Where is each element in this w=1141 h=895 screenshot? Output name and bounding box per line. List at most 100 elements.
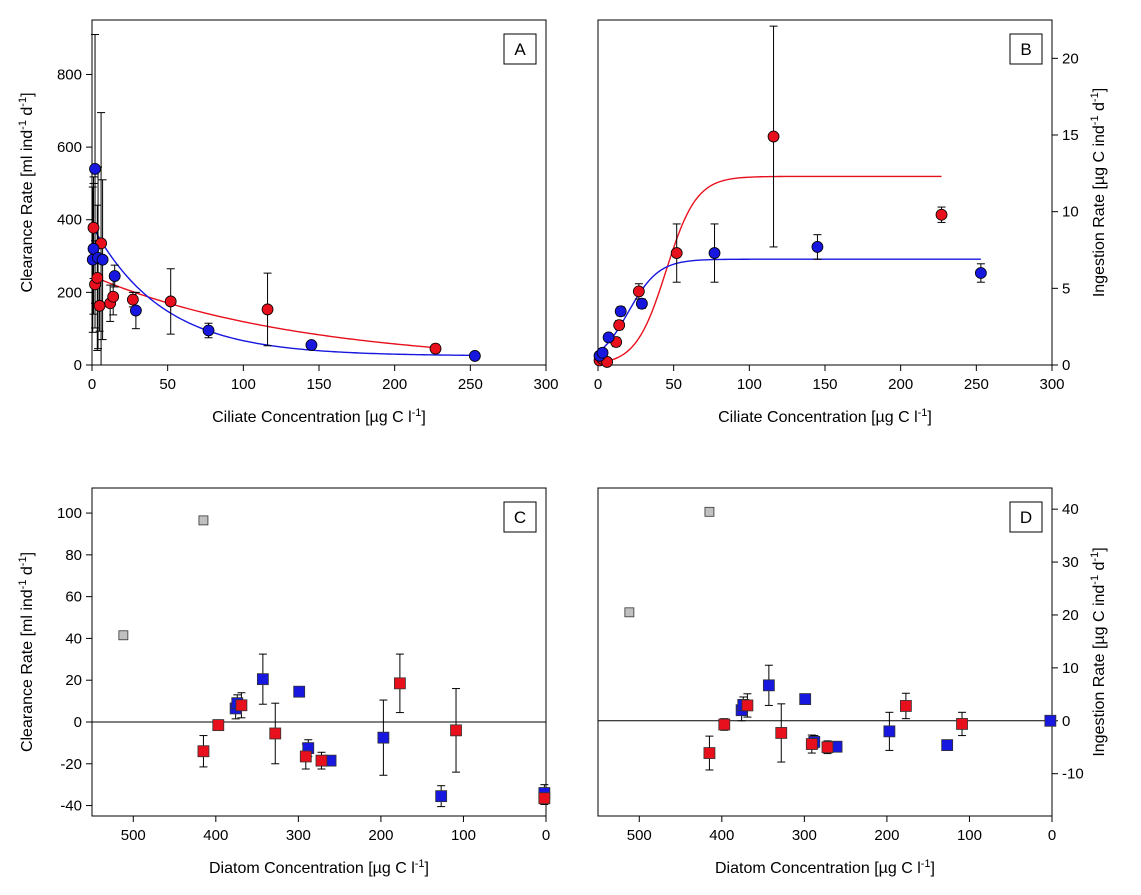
y-axis-label: Clearance Rate [ml ind-1 d-1] — [17, 92, 36, 292]
y-tick-label: 20 — [65, 672, 82, 689]
data-point — [269, 727, 282, 740]
plot-frame — [597, 19, 1053, 366]
y-tick-label: 30 — [1062, 554, 1079, 571]
x-tick-label: 300 — [1039, 376, 1064, 393]
x-tick-label: 200 — [874, 827, 899, 844]
x-tick-label: 100 — [231, 376, 256, 393]
x-tick-label: 400 — [709, 827, 734, 844]
x-tick-label: 300 — [533, 376, 558, 393]
y-tick-label: 400 — [57, 212, 82, 229]
data-point — [602, 331, 615, 344]
panel-letter: C — [514, 508, 526, 527]
x-axis-label: Diatom Concentration [µg C l-1] — [715, 858, 935, 877]
data-point — [468, 350, 481, 362]
panel-d: 500 400 300 200 100 0 -10 0 10 20 30 40 Diatom Conce… — [597, 487, 1108, 877]
data-point — [538, 792, 551, 805]
data-point — [305, 339, 318, 351]
data-point — [596, 346, 609, 359]
data-point — [708, 247, 721, 259]
plot-frame — [597, 487, 1053, 817]
data-point — [799, 693, 812, 705]
y-tick-label: 10 — [1062, 204, 1079, 221]
data-point — [718, 718, 731, 731]
x-tick-label: 500 — [627, 827, 652, 844]
y-tick-label: 10 — [1062, 660, 1079, 677]
x-tick-label: 250 — [458, 376, 483, 393]
plot-frame — [91, 487, 547, 817]
data-point — [775, 727, 788, 739]
y-tick-label: -10 — [1062, 766, 1084, 783]
x-tick-label: 200 — [888, 376, 913, 393]
x-tick-label: 50 — [159, 376, 176, 393]
data-point — [935, 208, 948, 221]
y-tick-label: 20 — [1062, 50, 1079, 67]
data-point — [198, 515, 209, 526]
data-point — [87, 221, 100, 234]
x-tick-label: 100 — [737, 376, 762, 393]
data-point — [435, 790, 448, 803]
data-point — [91, 271, 104, 284]
y-tick-label: 0 — [1062, 357, 1070, 374]
y-tick-label: 40 — [65, 630, 82, 647]
fit-curve — [598, 175, 942, 364]
data-point — [118, 630, 129, 641]
y-axis-label: Clearance Rate [ml ind-1 d-1] — [17, 552, 36, 752]
data-point — [811, 241, 824, 253]
x-axis-label: Ciliate Concentration [µg C l-1] — [212, 407, 426, 426]
y-tick-label: 60 — [65, 589, 82, 606]
panel-b: 0 50 100 150 200 250 300 0 5 10 15 20 Ciliate Concen… — [593, 19, 1108, 426]
data-point — [377, 731, 390, 744]
data-point — [703, 747, 716, 759]
x-tick-label: 0 — [594, 376, 602, 393]
data-point — [624, 607, 635, 618]
data-point — [261, 303, 274, 316]
x-tick-label: 0 — [542, 827, 550, 844]
y-tick-label: 600 — [57, 139, 82, 156]
x-tick-label: 400 — [203, 827, 228, 844]
data-point — [129, 304, 142, 317]
x-tick-label: 50 — [665, 376, 682, 393]
data-point — [315, 754, 328, 767]
x-tick-label: 500 — [121, 827, 146, 844]
x-tick-label: 300 — [286, 827, 311, 844]
x-tick-label: 300 — [792, 827, 817, 844]
panel-letter-box — [1009, 501, 1043, 533]
y-axis-label: Ingestion Rate [µg C ind-1 d-1] — [1089, 88, 1108, 297]
fit-curve — [598, 258, 981, 353]
panel-letter-box — [503, 33, 537, 65]
data-point — [256, 673, 269, 686]
data-point — [941, 739, 954, 752]
data-point — [197, 745, 210, 758]
data-point — [93, 299, 106, 312]
data-point — [613, 319, 626, 332]
data-point — [126, 293, 139, 306]
data-point — [741, 699, 754, 712]
y-tick-label: 5 — [1062, 280, 1070, 297]
y-axis-label: Ingestion Rate [µg C ind-1 d-1] — [1089, 547, 1108, 756]
panel-a: 0 50 100 150 200 250 300 0 200 400 600 800 Ciliate C… — [17, 19, 559, 426]
data-point — [974, 267, 987, 279]
x-axis-label: Ciliate Concentration [µg C l-1] — [718, 407, 932, 426]
y-tick-label: -20 — [60, 756, 82, 773]
x-tick-label: 150 — [306, 376, 331, 393]
data-point — [164, 295, 177, 308]
y-tick-label: 20 — [1062, 607, 1079, 624]
data-point — [762, 679, 775, 692]
panel-letter: B — [1020, 40, 1031, 59]
data-point — [450, 724, 462, 737]
y-tick-label: 200 — [57, 284, 82, 301]
x-axis-label: Diatom Concentration [µg C l-1] — [209, 858, 429, 877]
y-tick-label: 40 — [1062, 501, 1079, 518]
data-point — [293, 685, 306, 698]
x-tick-label: 100 — [451, 827, 476, 844]
data-point — [767, 130, 780, 143]
data-point — [429, 342, 442, 355]
data-point — [956, 718, 968, 730]
x-tick-label: 100 — [957, 827, 982, 844]
x-tick-label: 250 — [964, 376, 989, 393]
panel-letter-box — [1009, 33, 1043, 65]
data-point — [108, 270, 121, 282]
data-point — [899, 700, 912, 712]
data-point — [89, 162, 101, 175]
